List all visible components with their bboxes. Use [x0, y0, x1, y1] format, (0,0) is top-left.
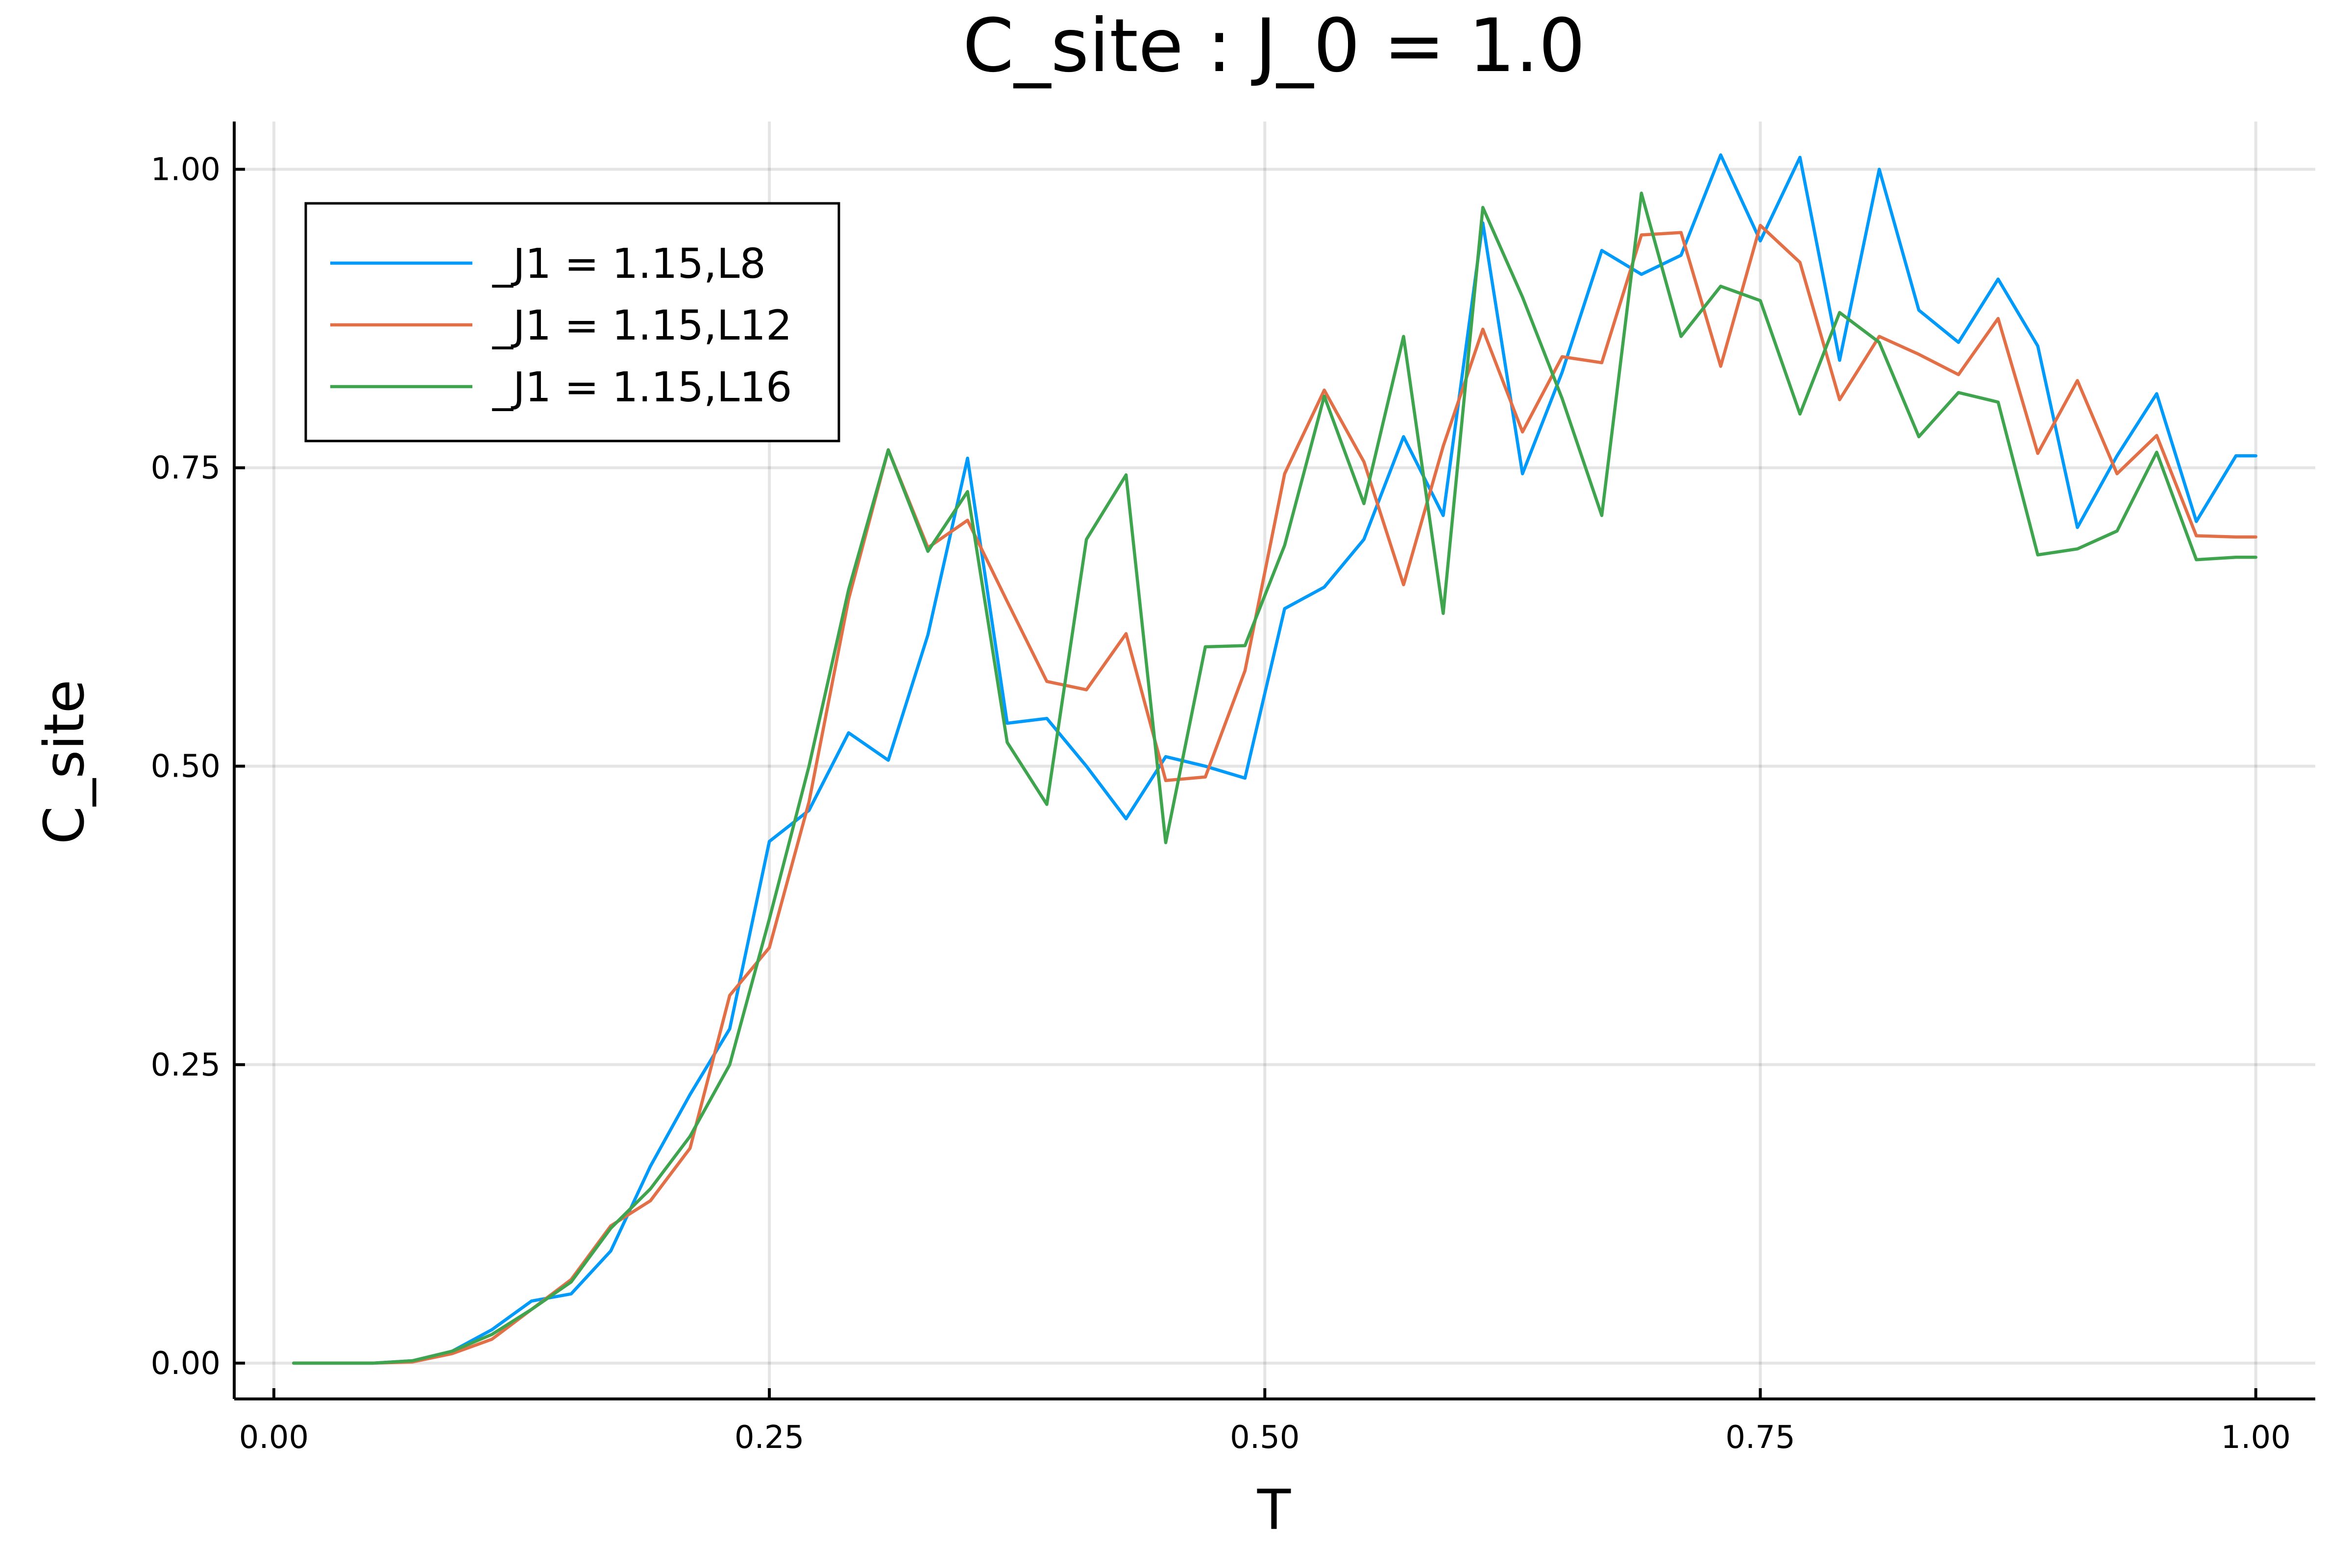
- series-group: [292, 153, 2257, 1365]
- y-tick-label: 0.50: [151, 749, 221, 785]
- series-line-3: [292, 191, 2257, 1365]
- x-axis-title: T: [1257, 1478, 1291, 1542]
- legend-label-1: _J1 = 1.15,L8: [492, 240, 766, 288]
- x-axis-ticks: 0.00 0.25 0.50 0.75 1.00: [239, 1388, 2291, 1456]
- x-tick-label: 0.50: [1230, 1420, 1300, 1456]
- axes: [233, 122, 2315, 1400]
- x-tick-label: 0.00: [239, 1420, 309, 1456]
- legend: _J1 = 1.15,L8 _J1 = 1.15,L12 _J1 = 1.15,L1…: [304, 202, 840, 442]
- legend-box: [304, 202, 840, 442]
- legend-label-3: _J1 = 1.15,L16: [492, 363, 792, 411]
- x-tick-label: 0.75: [1725, 1420, 1795, 1456]
- y-tick-label: 1.00: [151, 151, 221, 188]
- grid: [234, 122, 2315, 1399]
- series-line-1: [292, 153, 2257, 1365]
- legend-label-2: _J1 = 1.15,L12: [492, 301, 792, 349]
- y-axis-title: C_site: [33, 680, 97, 845]
- x-tick-label: 1.00: [2221, 1420, 2291, 1456]
- y-tick-label: 0.25: [151, 1047, 221, 1083]
- chart-title: C_site : J_0 = 1.0: [963, 3, 1586, 89]
- y-tick-label: 0.75: [151, 450, 221, 487]
- y-tick-label: 0.00: [151, 1346, 221, 1382]
- series-line-2: [292, 223, 2257, 1365]
- y-axis-ticks: 0.00 0.25 0.50 0.75 1.00: [151, 151, 245, 1382]
- x-tick-label: 0.25: [735, 1420, 805, 1456]
